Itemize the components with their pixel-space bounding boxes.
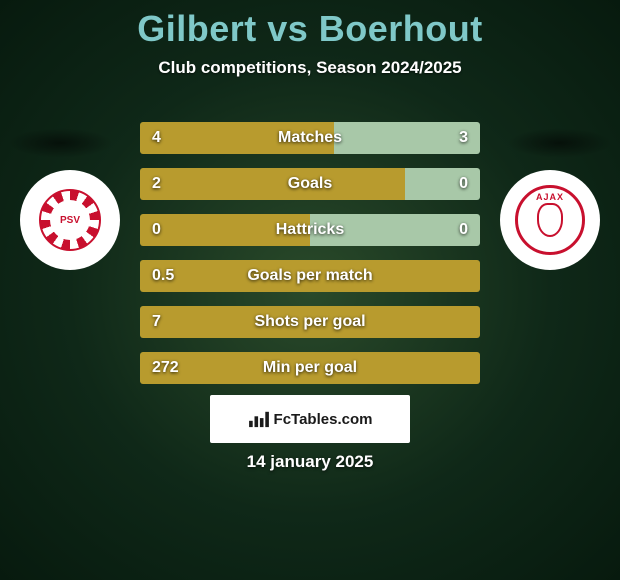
attribution-text: FcTables.com xyxy=(274,411,373,428)
attribution-badge: FcTables.com xyxy=(210,395,410,443)
shadow-left xyxy=(8,128,113,158)
club-logo-left: PSV xyxy=(20,170,120,270)
psv-badge: PSV xyxy=(39,189,101,251)
shadow-right xyxy=(507,128,612,158)
bar-row: 43Matches xyxy=(140,122,480,154)
comparison-bars: 43Matches 20Goals 00Hattricks 0.5Goals per … xyxy=(140,122,480,398)
bar-row: 7Shots per goal xyxy=(140,306,480,338)
ajax-label: AJAX xyxy=(518,192,582,202)
page-title: Gilbert vs Boerhout xyxy=(0,0,620,50)
bar-label: Matches xyxy=(140,122,480,154)
chart-icon xyxy=(248,410,270,428)
club-logo-right: AJAX xyxy=(500,170,600,270)
bar-label: Goals per match xyxy=(140,260,480,292)
ajax-badge: AJAX xyxy=(515,185,585,255)
bar-label: Goals xyxy=(140,168,480,200)
bar-label: Shots per goal xyxy=(140,306,480,338)
date-label: 14 january 2025 xyxy=(0,452,620,472)
bar-label: Hattricks xyxy=(140,214,480,246)
page-subtitle: Club competitions, Season 2024/2025 xyxy=(0,58,620,78)
bar-row: 272Min per goal xyxy=(140,352,480,384)
bar-row: 00Hattricks xyxy=(140,214,480,246)
bar-label: Min per goal xyxy=(140,352,480,384)
bar-row: 0.5Goals per match xyxy=(140,260,480,292)
bar-row: 20Goals xyxy=(140,168,480,200)
psv-label: PSV xyxy=(60,215,80,226)
